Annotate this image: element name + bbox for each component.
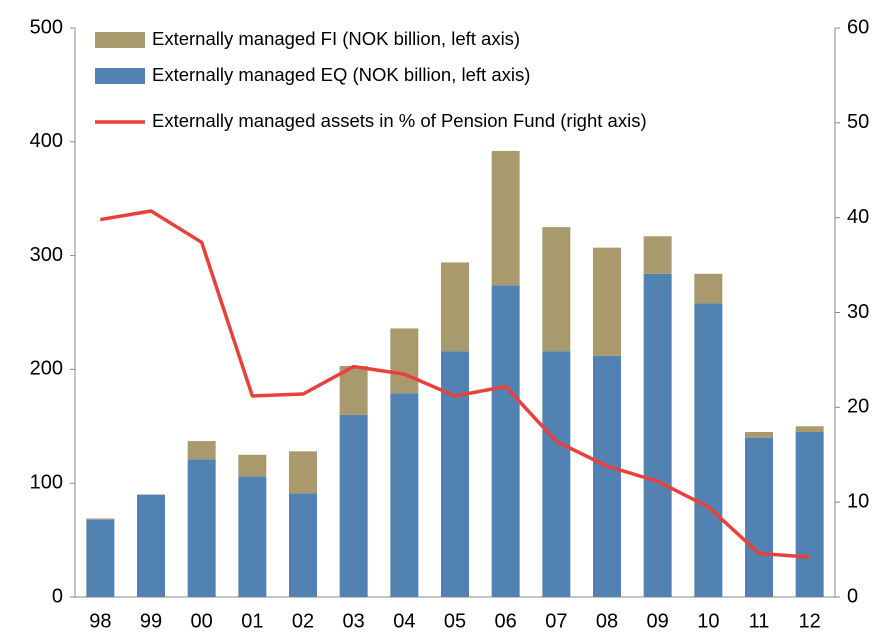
y-tick-label: 100 (30, 471, 63, 493)
x-tick-label: 03 (343, 610, 365, 632)
x-tick-label: 12 (799, 610, 821, 632)
bar (390, 328, 419, 394)
x-tick-label: 98 (89, 610, 111, 632)
bar (795, 431, 824, 597)
y2-tick-label: 60 (847, 16, 869, 38)
y2-tick-label: 30 (847, 301, 869, 323)
bar (390, 393, 419, 597)
x-tick-label: 06 (495, 610, 517, 632)
legend-label: Externally managed assets in % of Pensio… (152, 110, 647, 131)
bar (86, 519, 115, 597)
y2-tick-label: 40 (847, 206, 869, 228)
y2-tick-label: 20 (847, 396, 869, 418)
y-tick-label: 400 (30, 130, 63, 152)
bar (187, 459, 216, 597)
y-tick-label: 200 (30, 358, 63, 380)
bar (339, 414, 368, 597)
bar (339, 365, 368, 415)
y-tick-label: 0 (52, 585, 63, 607)
y2-tick-label: 10 (847, 490, 869, 512)
x-tick-label: 07 (545, 610, 567, 632)
x-tick-label: 04 (393, 610, 415, 632)
y-tick-label: 500 (30, 16, 63, 38)
x-tick-label: 09 (647, 610, 669, 632)
bar (795, 426, 824, 432)
bar (643, 236, 672, 274)
bar (542, 227, 571, 352)
bar (542, 351, 571, 597)
x-tick-label: 99 (140, 610, 162, 632)
bar (238, 454, 267, 477)
bar (289, 451, 317, 494)
bar (441, 262, 469, 352)
legend-swatch (95, 32, 145, 48)
bar (86, 518, 115, 520)
x-tick-label: 00 (191, 610, 213, 632)
bar (491, 150, 520, 286)
bar (441, 351, 469, 597)
bar (187, 441, 216, 460)
bar (694, 273, 723, 304)
x-tick-label: 05 (444, 610, 466, 632)
line (100, 209, 810, 559)
y2-tick-label: 50 (847, 111, 869, 133)
x-tick-label: 08 (596, 610, 618, 632)
y2-tick-label: 0 (847, 585, 858, 607)
bar (643, 273, 672, 597)
bar (593, 247, 621, 356)
x-tick-label: 02 (292, 610, 314, 632)
bar (745, 431, 773, 438)
bar (694, 303, 723, 597)
y-tick-label: 300 (30, 244, 63, 266)
bar (137, 494, 165, 597)
x-tick-label: 11 (749, 610, 770, 632)
legend-label: Externally managed EQ (NOK billion, left… (152, 64, 530, 85)
bar (289, 493, 317, 597)
x-tick-label: 01 (241, 610, 263, 632)
legend-label: Externally managed FI (NOK billion, left… (152, 28, 520, 49)
bar (238, 476, 267, 597)
bar (491, 285, 520, 597)
bar (745, 437, 773, 597)
bar (593, 355, 621, 597)
x-tick-label: 10 (697, 610, 719, 632)
legend-swatch (95, 68, 145, 84)
